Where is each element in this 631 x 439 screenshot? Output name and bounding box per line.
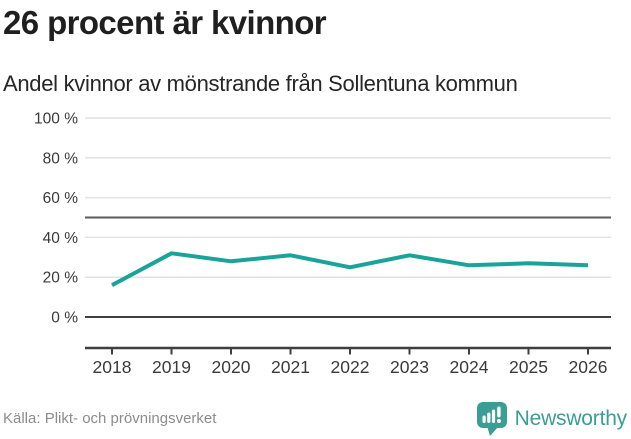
x-tick-label-2019: 2019: [152, 357, 191, 377]
x-tick-label-2018: 2018: [93, 357, 132, 377]
chart-subtitle: Andel kvinnor av mönstrande från Sollent…: [3, 71, 518, 96]
y-tick-label-0pct: 0 %: [51, 310, 78, 327]
chart-title: 26 procent är kvinnor: [3, 4, 327, 41]
line-chart-canvas: 0 % 20 % 40 % 60 % 80 % 100 % 2018 2019 2020 2021…: [34, 111, 611, 377]
y-tick-label-100pct: 100 %: [34, 111, 78, 128]
y-tick-label-60pct: 60 %: [43, 190, 79, 207]
x-tick-label-2022: 2022: [331, 357, 370, 377]
x-tick-label-2020: 2020: [212, 357, 251, 377]
data-line-andel-kvinnor: [111, 251, 589, 287]
source-note: Källa: Plikt- och prövningsverket: [3, 410, 217, 427]
y-tick-label-80pct: 80 %: [43, 150, 79, 167]
y-tick-label-40pct: 40 %: [43, 230, 79, 247]
x-tick-label-2025: 2025: [509, 357, 548, 377]
x-tick-label-2024: 2024: [450, 357, 489, 377]
y-tick-label-20pct: 20 %: [43, 270, 79, 287]
x-tick-label-2026: 2026: [569, 357, 608, 377]
newsworthy-bubble-icon: [476, 402, 507, 436]
newsworthy-wordmark: Newsworthy: [514, 407, 628, 430]
line-chart: 0 % 20 % 40 % 60 % 80 % 100 % 2018 2019 2020 2021…: [0, 100, 631, 395]
newsworthy-logo[interactable]: Newsworthy: [476, 400, 627, 438]
x-tick-label-2023: 2023: [390, 357, 429, 377]
x-tick-label-2021: 2021: [271, 357, 310, 377]
